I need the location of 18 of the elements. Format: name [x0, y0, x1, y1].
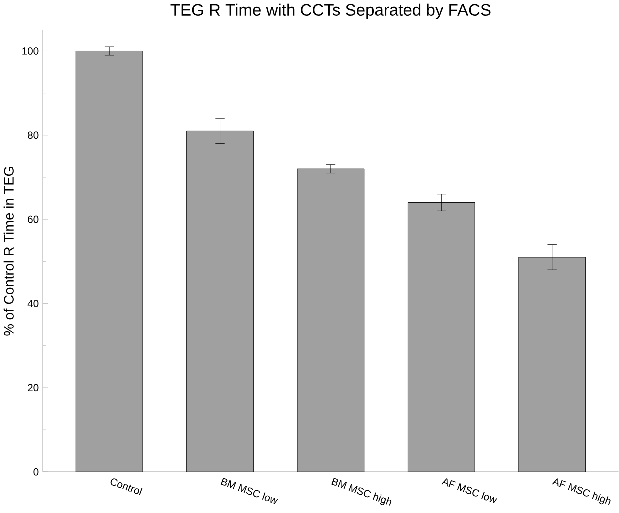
bar [518, 257, 586, 472]
x-tick-label: BM MSC high [332, 478, 392, 506]
y-tick-label: 60 [28, 216, 39, 224]
y-axis-title: % of Control R Time in TEG [4, 167, 14, 336]
x-tick-label: AF MSC high [552, 478, 611, 506]
bar [408, 202, 476, 472]
x-tick-label: BM MSC low [220, 478, 278, 504]
y-tick-label: 0 [34, 468, 39, 476]
bar [298, 169, 364, 472]
y-tick-label: 80 [28, 132, 39, 140]
bar [186, 131, 254, 472]
chart-title: TEG R Time with CCTs Separated by FACS [170, 4, 491, 20]
y-tick-label: 100 [22, 48, 39, 55]
y-tick-label: 40 [28, 300, 39, 308]
bar [76, 51, 144, 472]
x-tick-label: AF MSC low [442, 478, 498, 504]
x-tick-label: Control [110, 478, 143, 496]
y-tick-label: 20 [28, 384, 39, 392]
